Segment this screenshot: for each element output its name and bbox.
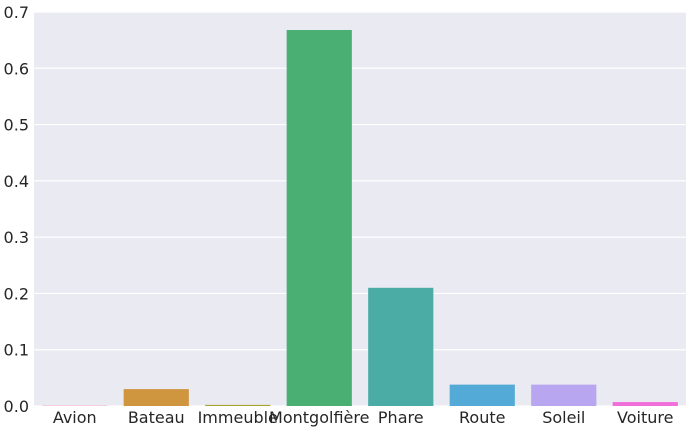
y-tick-label: 0.7 <box>4 3 29 22</box>
bar-bateau <box>124 389 189 406</box>
y-tick-label: 0.1 <box>4 341 29 360</box>
y-tick-label: 0.6 <box>4 59 29 78</box>
x-tick-label: Phare <box>378 408 424 427</box>
x-tick-label: Bateau <box>128 408 185 427</box>
y-axis-ticks: 0.0 0.1 0.2 0.3 0.4 0.5 0.6 0.7 <box>4 3 29 416</box>
plot-area <box>34 12 686 406</box>
y-tick-label: 0.0 <box>4 397 29 416</box>
x-tick-label: Soleil <box>542 408 585 427</box>
bar-phare <box>368 288 433 406</box>
x-tick-label: Immeuble <box>198 408 278 427</box>
x-tick-label: Route <box>459 408 505 427</box>
bar-route <box>450 385 515 406</box>
y-tick-label: 0.4 <box>4 172 29 191</box>
bar-voiture <box>613 402 678 406</box>
y-tick-label: 0.5 <box>4 116 29 135</box>
y-tick-label: 0.3 <box>4 228 29 247</box>
x-tick-label: Montgolfière <box>269 408 369 427</box>
bar-immeuble <box>205 405 270 406</box>
x-tick-label: Voiture <box>617 408 673 427</box>
bar-soleil <box>531 385 596 406</box>
bar-montgolfière <box>287 30 352 406</box>
x-tick-label: Avion <box>53 408 97 427</box>
y-tick-label: 0.2 <box>4 284 29 303</box>
